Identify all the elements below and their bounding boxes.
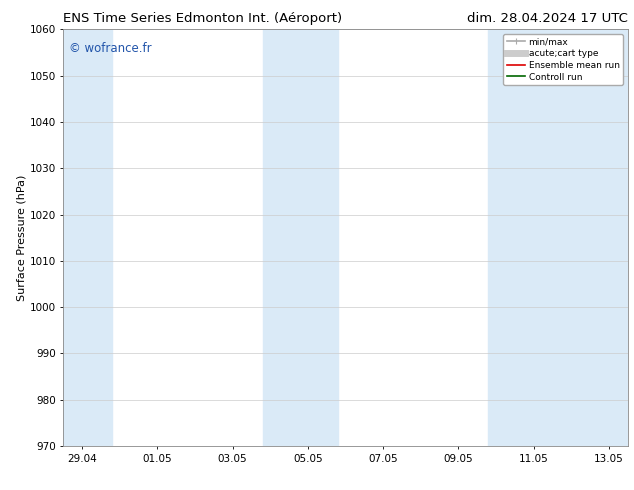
Y-axis label: Surface Pressure (hPa): Surface Pressure (hPa) [16,174,27,301]
Legend: min/max, acute;cart type, Ensemble mean run, Controll run: min/max, acute;cart type, Ensemble mean … [503,34,623,85]
Bar [63,29,112,446]
Bar [488,29,628,446]
Text: © wofrance.fr: © wofrance.fr [69,42,152,55]
Bar [262,29,338,446]
Text: dim. 28.04.2024 17 UTC: dim. 28.04.2024 17 UTC [467,12,628,25]
Text: ENS Time Series Edmonton Int. (Aéroport): ENS Time Series Edmonton Int. (Aéroport) [63,12,342,25]
